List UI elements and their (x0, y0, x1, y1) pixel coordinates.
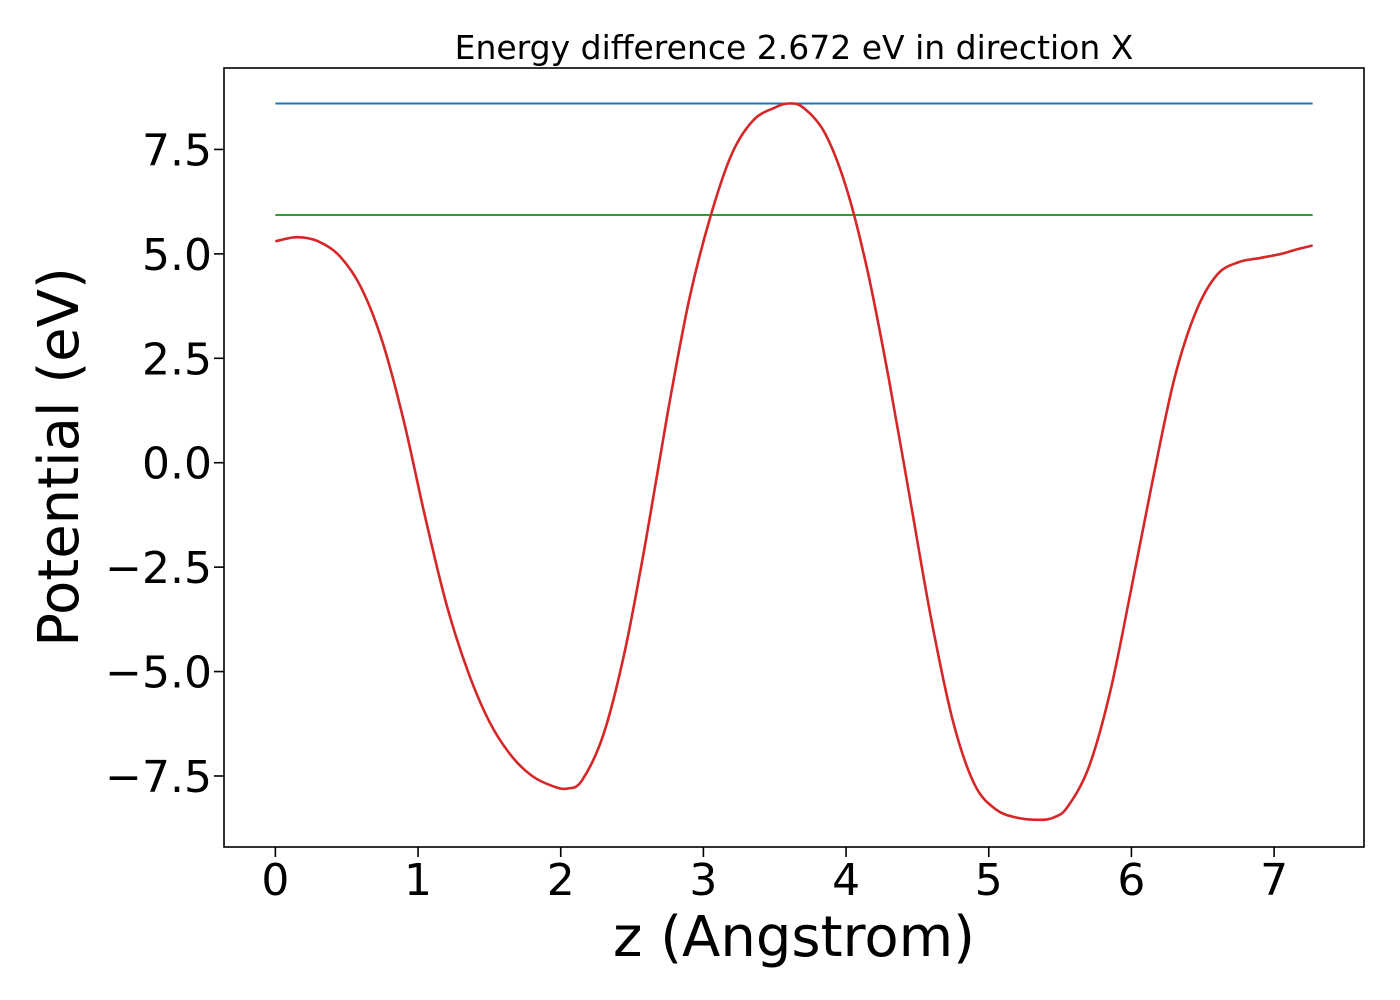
y-tick-label: −2.5 (105, 543, 212, 594)
y-axis-ticks: −7.5 −5.0 −2.5 0.0 2.5 5.0 7.5 (105, 125, 224, 803)
y-tick-label: −7.5 (105, 752, 212, 803)
chart-title: Energy difference 2.672 eV in direction … (455, 28, 1134, 67)
plot-area (275, 102, 1313, 822)
x-tick-label: 1 (404, 855, 432, 906)
x-tick-label: 7 (1260, 855, 1288, 906)
potential-curve-line (275, 102, 1313, 822)
plot-frame (223, 67, 1365, 848)
x-tick-label: 0 (261, 855, 289, 906)
x-tick-label: 3 (689, 855, 717, 906)
y-tick-label: 7.5 (142, 125, 212, 176)
x-tick-label: 5 (975, 855, 1003, 906)
y-tick-label: −5.0 (105, 648, 212, 699)
x-tick-label: 4 (832, 855, 860, 906)
x-axis-ticks: 0 1 2 3 4 5 6 7 (261, 847, 1288, 906)
y-axis-label: Potential (eV) (27, 267, 92, 647)
x-tick-label: 2 (547, 855, 575, 906)
y-tick-label: 2.5 (142, 334, 212, 385)
x-axis-label: z (Angstrom) (613, 905, 975, 970)
y-tick-label: 0.0 (142, 439, 212, 490)
y-tick-label: 5.0 (142, 230, 212, 281)
x-tick-label: 6 (1117, 855, 1145, 906)
